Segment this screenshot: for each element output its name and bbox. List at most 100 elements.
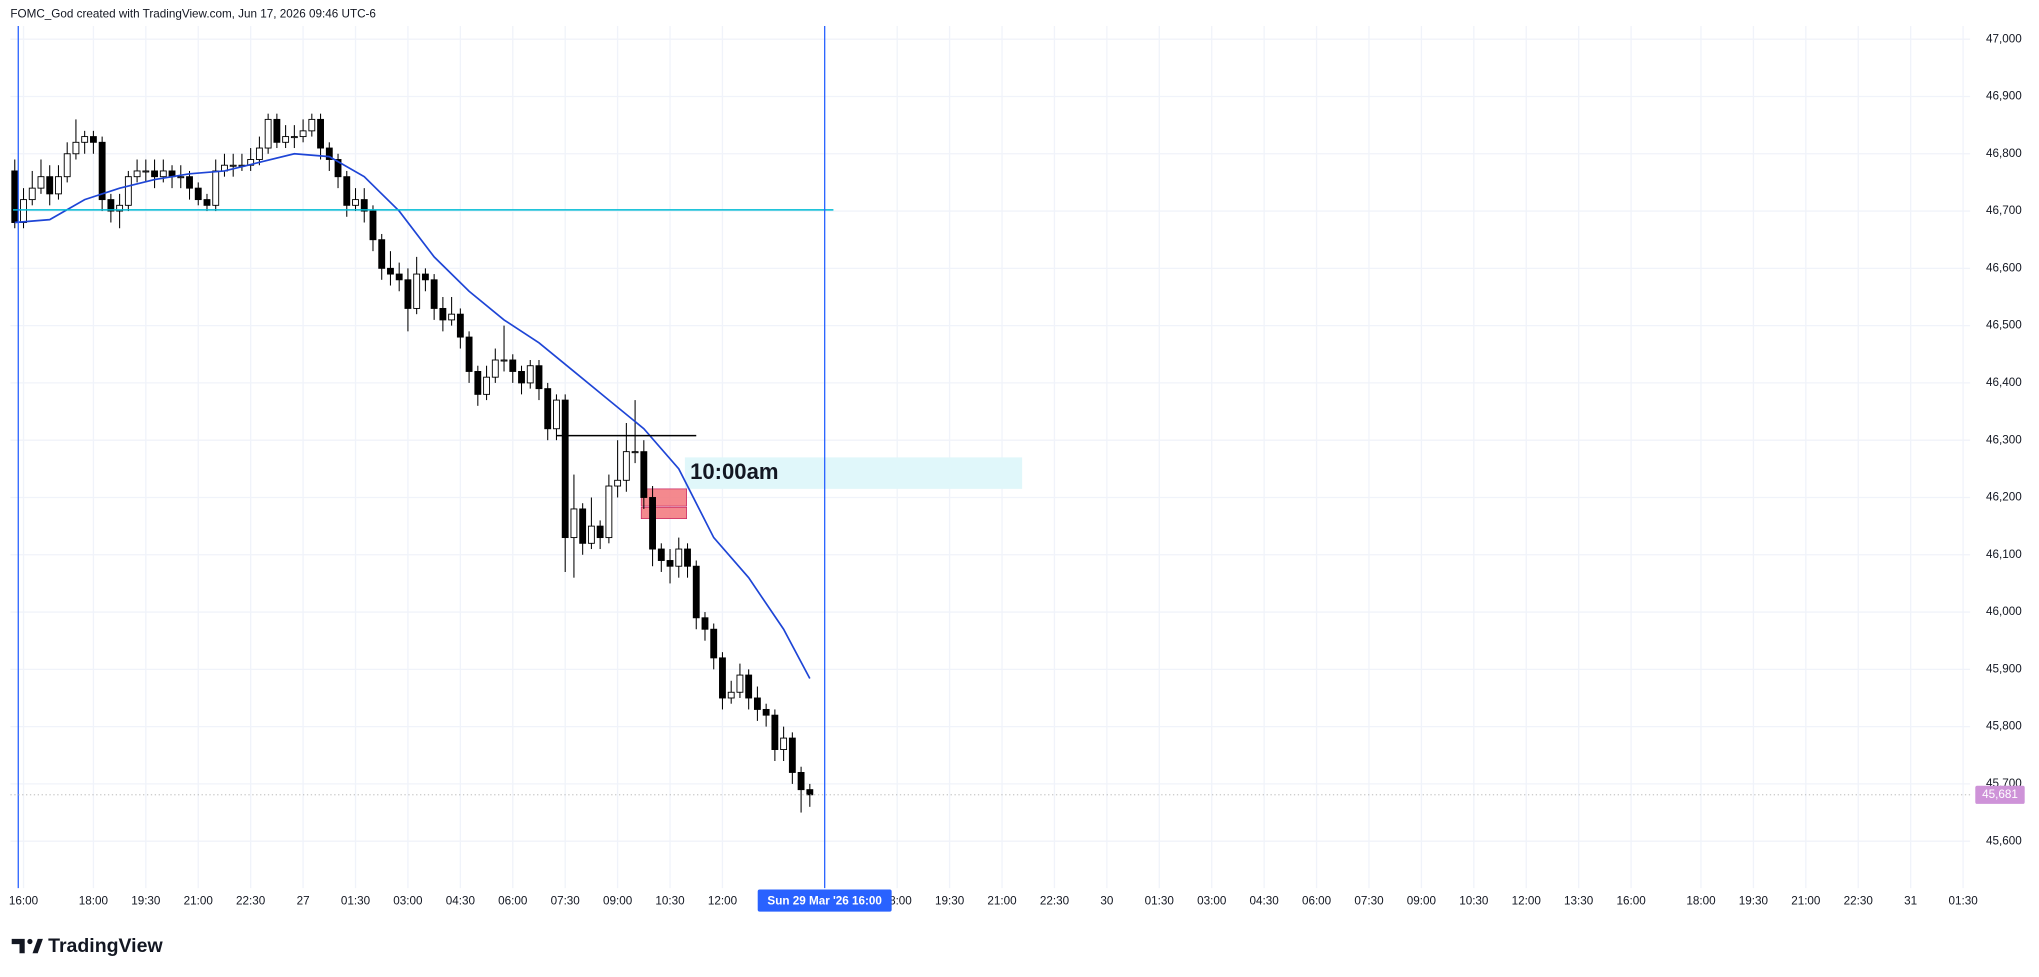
candle-body (430, 279, 438, 309)
x-tick-label: 21:00 (1791, 894, 1821, 907)
candle-body (806, 789, 814, 796)
x-tick-label: 10:30 (655, 894, 685, 907)
candle-body (526, 365, 534, 384)
last-price-label: 45,681 (1982, 788, 2018, 801)
crosshair-badge (757, 889, 892, 912)
candle-body (334, 159, 342, 178)
candle-body (151, 170, 158, 178)
last-price-badge (1975, 785, 2025, 804)
y-tick-label: 45,800 (1986, 720, 2022, 733)
y-tick-label: 46,700 (1986, 204, 2022, 217)
candle-body (439, 307, 447, 321)
candle-body (727, 691, 735, 699)
candle-body (710, 628, 718, 659)
candle-body (413, 273, 421, 309)
x-tick-label: 03:00 (393, 894, 423, 907)
candle-body (212, 170, 220, 206)
x-tick-label: 06:00 (1302, 894, 1332, 907)
candle-body (500, 359, 508, 362)
candle-body (535, 365, 543, 390)
x-tick-label: 19:30 (131, 894, 161, 907)
candle-body (177, 176, 185, 179)
logo-mark (11, 938, 25, 954)
y-tick-label: 46,800 (1986, 147, 2022, 160)
x-tick-label: 30 (1100, 894, 1114, 907)
candle-body (186, 176, 193, 189)
y-tick-label: 46,600 (1986, 261, 2022, 274)
candle-body (116, 204, 124, 212)
logo-text: TradingView (48, 935, 163, 957)
x-tick-label: 21:00 (184, 894, 214, 907)
x-tick-label: 04:30 (446, 894, 476, 907)
crosshair-label: Sun 29 Mar '26 16:00 (767, 894, 882, 907)
drawing-box (640, 488, 687, 507)
x-tick-label: 13:30 (1564, 894, 1594, 907)
candle-body (465, 336, 473, 372)
x-tick-label: 01:30 (1145, 894, 1175, 907)
x-tick-label: 01:30 (1948, 894, 1978, 907)
y-tick-label: 45,900 (1986, 662, 2022, 675)
x-tick-label: 18:00 (79, 894, 109, 907)
candle-body (20, 199, 27, 223)
candle-body (290, 136, 298, 139)
candle-body (684, 548, 691, 567)
candle-body (317, 118, 324, 149)
candle-body (81, 136, 89, 143)
x-tick-label: 22:30 (236, 894, 266, 907)
candle-body (771, 714, 779, 750)
candle-body (622, 451, 630, 481)
candle-body (561, 399, 569, 539)
y-tick-label: 46,000 (1986, 605, 2022, 618)
x-tick-label: 12:00 (1512, 894, 1542, 907)
candle-body (675, 548, 683, 567)
candle-body (762, 708, 770, 716)
candles (11, 113, 814, 813)
candle-body (229, 164, 237, 167)
candle-body (553, 399, 560, 430)
candle-body (404, 279, 412, 309)
y-tick-label: 46,900 (1986, 90, 2022, 103)
candle-body (605, 485, 613, 539)
candle-body (614, 479, 622, 487)
y-tick-label: 46,300 (1986, 433, 2022, 446)
logo: TradingView (11, 935, 163, 957)
x-tick-label: 22:30 (1844, 894, 1874, 907)
box-label: 10:00am (690, 459, 778, 484)
candle-body (360, 199, 368, 212)
candle-body (308, 118, 316, 132)
candle-body (273, 118, 281, 143)
x-tick-label: 04:30 (1250, 894, 1280, 907)
candle-body (474, 370, 482, 395)
x-tick-label: 06:00 (498, 894, 528, 907)
x-tick-label: 16:00 (1616, 894, 1646, 907)
candle-body (72, 141, 80, 155)
candle-body (692, 565, 700, 619)
candle-body (299, 130, 307, 138)
x-tick-label: 07:30 (1354, 894, 1384, 907)
ema-line (14, 152, 811, 679)
candle-body (491, 359, 499, 378)
candle-body (255, 147, 263, 160)
candle-body (395, 273, 403, 281)
y-tick-label: 46,400 (1986, 376, 2022, 389)
drawings (640, 457, 1023, 520)
candle-body (325, 147, 333, 160)
candle-body (133, 170, 141, 178)
candle-body (203, 199, 211, 206)
candle-body (448, 313, 456, 321)
x-tick-label: 07:30 (551, 894, 581, 907)
grid (10, 26, 1971, 889)
x-tick-label: 01:30 (341, 894, 371, 907)
candle-body (701, 617, 709, 630)
x-tick-label: 31 (1904, 894, 1917, 907)
candle-body (387, 267, 394, 275)
x-tick-label: 18:00 (1686, 894, 1716, 907)
candle-body (11, 170, 19, 223)
candle-body (570, 508, 578, 539)
candle-body (780, 737, 788, 750)
x-tick-label: 19:30 (1739, 894, 1769, 907)
candle-body (343, 176, 351, 206)
y-tick-label: 46,100 (1986, 548, 2022, 561)
candle-body (46, 176, 54, 195)
